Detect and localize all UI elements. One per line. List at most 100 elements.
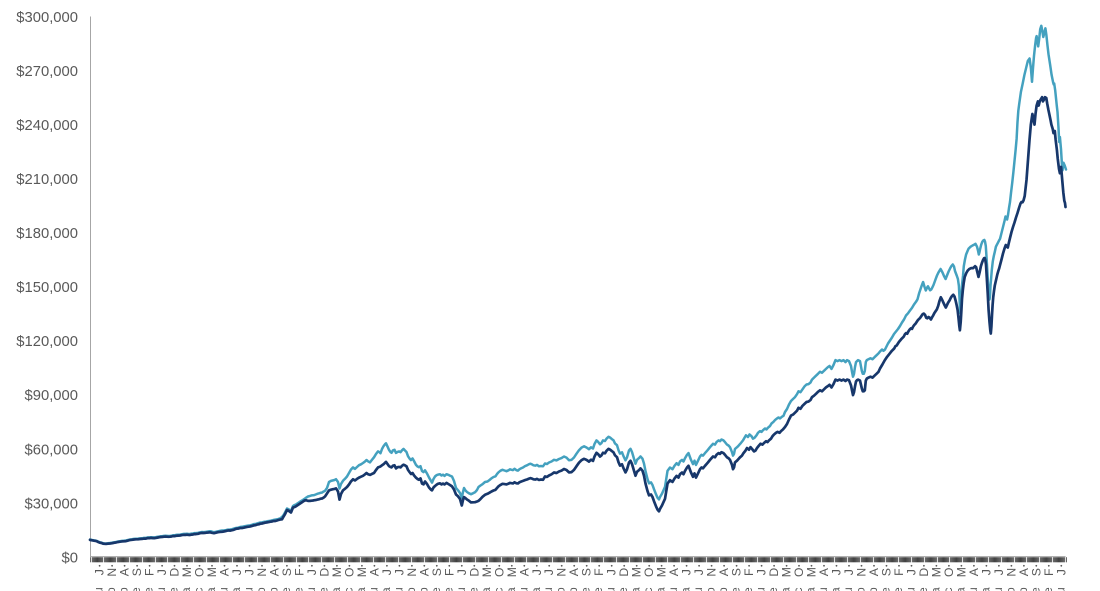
svg-text:e: e	[618, 587, 630, 591]
svg-text:S: S	[430, 568, 444, 576]
svg-text:a: a	[206, 587, 218, 591]
svg-text:a: a	[381, 587, 393, 591]
svg-text:O: O	[193, 567, 207, 576]
svg-text:N: N	[855, 568, 869, 577]
svg-text:J: J	[542, 569, 556, 575]
svg-text:M: M	[780, 567, 794, 577]
svg-text:a: a	[481, 587, 493, 591]
svg-text:u: u	[693, 587, 705, 591]
svg-text:a: a	[531, 587, 543, 591]
svg-text:A: A	[268, 567, 282, 576]
svg-text:F: F	[592, 568, 606, 575]
svg-text:u: u	[843, 587, 855, 591]
svg-text:$240,000: $240,000	[16, 118, 78, 134]
svg-text:M: M	[205, 567, 219, 577]
svg-text:A: A	[967, 567, 981, 576]
svg-text:N: N	[255, 568, 269, 577]
svg-text:D: D	[917, 568, 931, 577]
svg-text:o: o	[256, 587, 268, 591]
svg-text:u: u	[94, 587, 106, 591]
svg-text:O: O	[492, 567, 506, 576]
svg-text:a: a	[656, 587, 668, 591]
svg-text:F: F	[143, 568, 157, 575]
svg-text:$60,000: $60,000	[25, 442, 79, 458]
svg-text:M: M	[655, 567, 669, 577]
svg-text:N: N	[705, 568, 719, 577]
svg-text:M: M	[355, 567, 369, 577]
svg-text:A: A	[717, 567, 731, 576]
svg-text:o: o	[556, 587, 568, 591]
svg-text:M: M	[480, 567, 494, 577]
svg-text:e: e	[443, 587, 455, 591]
svg-text:c: c	[343, 587, 355, 591]
svg-text:N: N	[555, 568, 569, 577]
svg-text:A: A	[1017, 567, 1031, 576]
svg-text:o: o	[706, 587, 718, 591]
svg-text:$30,000: $30,000	[25, 496, 79, 512]
svg-text:e: e	[731, 587, 743, 591]
svg-text:e: e	[144, 587, 156, 591]
svg-text:p: p	[1018, 587, 1030, 591]
svg-text:a: a	[631, 587, 643, 591]
svg-text:M: M	[330, 567, 344, 577]
svg-text:e: e	[593, 587, 605, 591]
svg-text:O: O	[642, 567, 656, 576]
svg-text:M: M	[929, 567, 943, 577]
svg-text:a: a	[930, 587, 942, 591]
svg-text:F: F	[1042, 568, 1056, 575]
svg-text:$300,000: $300,000	[16, 10, 78, 26]
svg-text:J: J	[155, 569, 169, 575]
svg-text:J: J	[455, 569, 469, 575]
svg-text:N: N	[405, 568, 419, 577]
svg-text:S: S	[130, 568, 144, 576]
svg-text:J: J	[905, 569, 919, 575]
svg-text:F: F	[892, 568, 906, 575]
svg-text:p: p	[418, 587, 430, 591]
svg-text:u: u	[156, 587, 168, 591]
svg-text:u: u	[756, 587, 768, 591]
svg-text:o: o	[1005, 587, 1017, 591]
svg-text:e: e	[293, 587, 305, 591]
svg-text:$270,000: $270,000	[16, 64, 78, 80]
svg-text:S: S	[580, 568, 594, 576]
svg-text:e: e	[1030, 587, 1042, 591]
svg-text:$180,000: $180,000	[16, 226, 78, 242]
svg-text:$210,000: $210,000	[16, 172, 78, 188]
svg-text:c: c	[943, 587, 955, 591]
svg-text:J: J	[992, 569, 1006, 575]
svg-text:J: J	[230, 569, 244, 575]
svg-text:J: J	[842, 569, 856, 575]
svg-text:c: c	[194, 587, 206, 591]
svg-text:S: S	[730, 568, 744, 576]
svg-text:S: S	[280, 568, 294, 576]
svg-text:a: a	[181, 587, 193, 591]
svg-text:e: e	[743, 587, 755, 591]
svg-text:p: p	[718, 587, 730, 591]
svg-text:o: o	[406, 587, 418, 591]
svg-text:u: u	[668, 587, 680, 591]
svg-text:u: u	[244, 587, 256, 591]
svg-text:$0: $0	[62, 550, 78, 566]
svg-text:e: e	[768, 587, 780, 591]
svg-text:u: u	[993, 587, 1005, 591]
svg-text:o: o	[856, 587, 868, 591]
svg-text:A: A	[417, 567, 431, 576]
svg-text:A: A	[667, 567, 681, 576]
svg-text:a: a	[806, 587, 818, 591]
svg-text:a: a	[356, 587, 368, 591]
svg-text:O: O	[792, 567, 806, 576]
svg-text:e: e	[893, 587, 905, 591]
svg-text:J: J	[692, 569, 706, 575]
svg-text:u: u	[968, 587, 980, 591]
svg-text:a: a	[506, 587, 518, 591]
svg-text:c: c	[493, 587, 505, 591]
svg-text:a: a	[681, 587, 693, 591]
svg-text:p: p	[868, 587, 880, 591]
svg-text:F: F	[292, 568, 306, 575]
svg-text:D: D	[767, 568, 781, 577]
svg-text:u: u	[906, 587, 918, 591]
svg-text:p: p	[119, 587, 131, 591]
svg-text:D: D	[317, 568, 331, 577]
svg-text:u: u	[368, 587, 380, 591]
svg-text:A: A	[817, 567, 831, 576]
